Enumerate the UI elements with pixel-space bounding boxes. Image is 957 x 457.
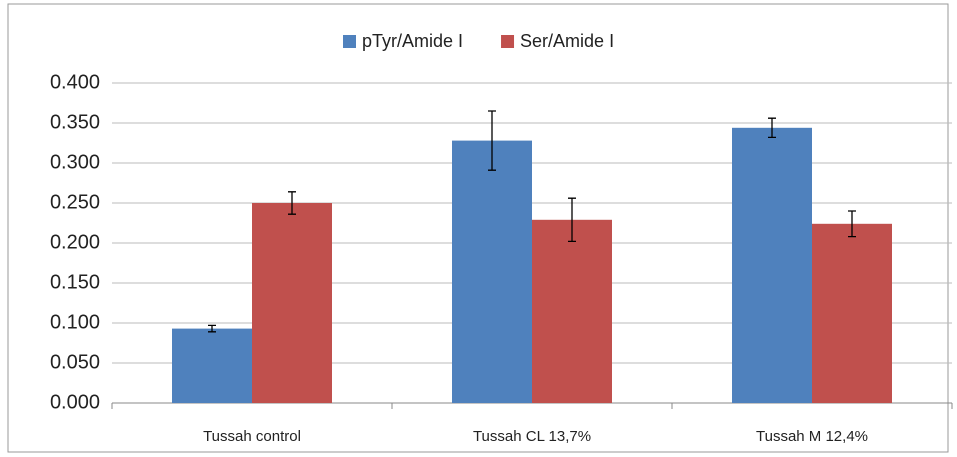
y-tick-label: 0.100: [50, 311, 100, 333]
bar: [452, 140, 532, 403]
error-bar: [568, 197, 576, 243]
bar: [812, 223, 892, 403]
bar: [252, 203, 332, 403]
x-tick-label: Tussah M 12,4%: [756, 428, 868, 445]
error-bar: [768, 117, 776, 139]
y-tick-label: 0.400: [50, 71, 100, 93]
y-tick-label: 0.250: [50, 191, 100, 213]
x-tick-label: Tussah control: [203, 428, 301, 445]
error-bar: [208, 324, 216, 333]
legend-label: Ser/Amide I: [520, 31, 614, 51]
bar: [532, 219, 612, 403]
y-tick-label: 0.300: [50, 151, 100, 173]
legend-swatch: [501, 35, 515, 48]
bar: [732, 127, 812, 404]
y-tick-label: 0.000: [50, 391, 100, 413]
bar: [172, 328, 252, 403]
x-tick-label: Tussah CL 13,7%: [473, 428, 591, 445]
legend-swatch: [343, 35, 356, 48]
error-bar: [288, 191, 296, 215]
y-tick-label: 0.350: [50, 111, 100, 133]
y-tick-label: 0.050: [50, 351, 100, 373]
y-tick-label: 0.150: [50, 271, 100, 293]
legend-label: pTyr/Amide I: [362, 31, 463, 51]
error-bar: [848, 210, 856, 238]
y-tick-label: 0.200: [50, 231, 100, 253]
error-bar: [488, 110, 496, 171]
